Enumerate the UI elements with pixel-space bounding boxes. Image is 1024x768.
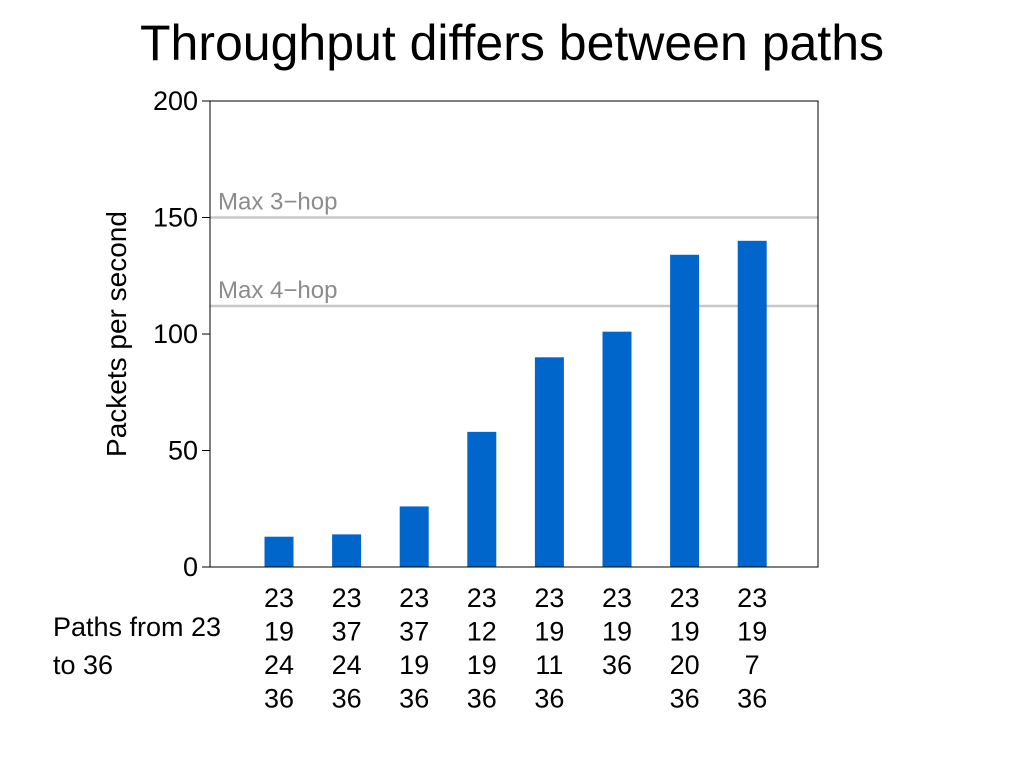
bar	[534, 357, 564, 567]
x-tick-label: 23 19 20 36	[670, 583, 700, 714]
reference-line-label: Max 3−hop	[218, 189, 337, 216]
x-tick-label: 23 12 19 36	[467, 583, 497, 714]
bar	[670, 254, 700, 567]
reference-lines: Max 3−hop Max 4−hop	[210, 189, 818, 308]
bar	[399, 506, 429, 567]
x-tick-label: 23 37 24 36	[332, 583, 362, 714]
x-tick-label: 23 19 7 36	[737, 583, 767, 714]
x-tick-label: 23 37 19 36	[399, 583, 429, 714]
y-tick-label: 100	[153, 319, 198, 349]
y-axis-label: Packets per second	[101, 211, 132, 457]
y-axis-ticks: 0 50 100 150 200	[153, 86, 210, 582]
y-tick-label: 50	[168, 436, 198, 466]
y-tick-label: 0	[183, 552, 198, 582]
bar	[332, 534, 362, 567]
side-label-line-1: Paths from 23	[53, 612, 222, 642]
y-tick-label: 200	[153, 86, 198, 116]
bars	[264, 240, 767, 568]
x-axis-ticks: 23 19 24 36 23 37 24 36 23 37 19 36 23 12 19 36 23 19 11 36…	[264, 583, 767, 714]
bar	[264, 536, 294, 567]
side-label-line-2: to 36	[53, 650, 114, 680]
x-tick-label: 23 19 24 36	[264, 583, 294, 714]
plot-frame	[209, 100, 819, 568]
bar	[467, 431, 497, 567]
bar	[602, 331, 632, 567]
reference-line-label: Max 4−hop	[218, 277, 337, 304]
x-axis-side-label: Paths from 23 to 36	[53, 608, 221, 684]
page-title: Throughput differs between paths	[139, 15, 885, 71]
x-tick-label: 23 19 11 36	[534, 583, 564, 714]
bar	[737, 240, 767, 568]
y-tick-label: 150	[153, 203, 198, 233]
x-tick-label: 23 19 36	[602, 583, 632, 680]
